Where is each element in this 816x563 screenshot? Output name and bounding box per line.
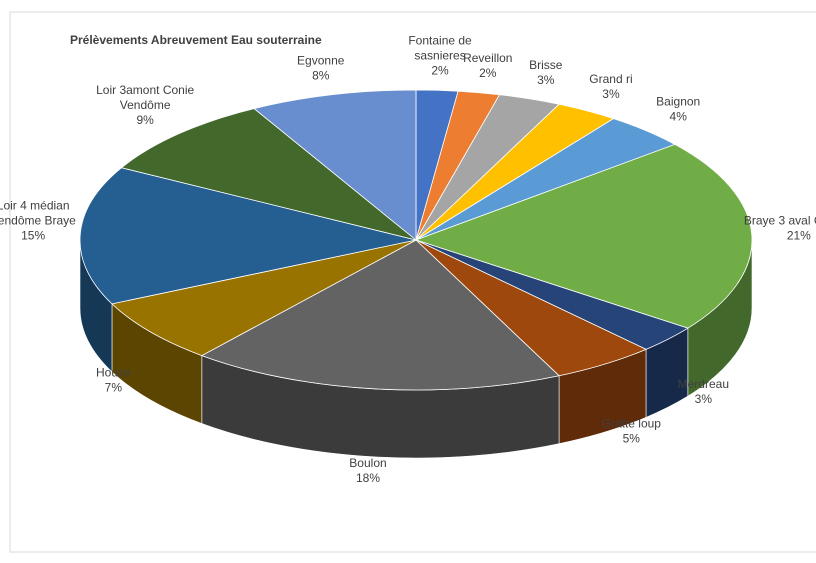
category-label: Loir 3amont Conie Vendôme: [96, 83, 194, 112]
data-label: 15%: [21, 229, 45, 243]
data-label: 18%: [356, 471, 380, 485]
data-label: 2%: [479, 66, 497, 80]
category-label: Merdreau: [678, 377, 729, 391]
category-line: Braye 3 aval Grenne: [744, 214, 816, 228]
data-label: 4%: [670, 109, 688, 123]
category-line: Fontaine de: [408, 33, 472, 47]
category-line: Loir 4 médian: [0, 199, 70, 213]
category-label: Egvonne: [297, 53, 345, 67]
slice: [79, 167, 417, 305]
category-label: Loir 4 médianVendôme Braye: [0, 199, 76, 228]
data-label: 5%: [623, 432, 641, 446]
category-line: Vendôme: [120, 98, 171, 112]
slice: [253, 89, 417, 241]
category-line: Reveillon: [463, 51, 512, 65]
data-label: 7%: [105, 380, 123, 394]
category-line: Loir 3amont Conie: [96, 83, 194, 97]
category-label: Brisse: [529, 58, 563, 72]
category-line: Gratte loup: [602, 417, 662, 431]
data-label: 8%: [312, 68, 330, 82]
category-line: Boulon: [349, 456, 386, 470]
data-label: 3%: [602, 87, 620, 101]
data-label: 21%: [787, 229, 811, 243]
data-label: 9%: [136, 113, 154, 127]
category-label: Houze: [96, 365, 131, 379]
data-label: 2%: [431, 63, 449, 77]
category-label: Boulon: [349, 456, 386, 470]
data-label: 3%: [537, 73, 555, 87]
category-line: Houze: [96, 365, 131, 379]
chart-title: Prélèvements Abreuvement Eau souterraine: [70, 33, 322, 47]
slice: [111, 239, 417, 357]
slice: [414, 143, 753, 329]
category-line: Egvonne: [297, 53, 345, 67]
category-line: sasnieres: [414, 48, 465, 62]
category-line: Grand ri: [589, 72, 632, 86]
category-line: Baignon: [656, 94, 700, 108]
slice: [120, 108, 417, 241]
slice: [200, 239, 560, 391]
category-label: Fontaine de sasnieres: [408, 33, 472, 62]
data-label: 3%: [695, 392, 713, 406]
category-label: Reveillon: [463, 51, 512, 65]
category-label: Grand ri: [589, 72, 632, 86]
category-line: Vendôme Braye: [0, 214, 76, 228]
category-label: Gratte loup: [602, 417, 662, 431]
category-label: Braye 3 aval Grenne: [744, 214, 816, 228]
category-line: Merdreau: [678, 377, 729, 391]
category-label: Baignon: [656, 94, 700, 108]
category-line: Brisse: [529, 58, 563, 72]
